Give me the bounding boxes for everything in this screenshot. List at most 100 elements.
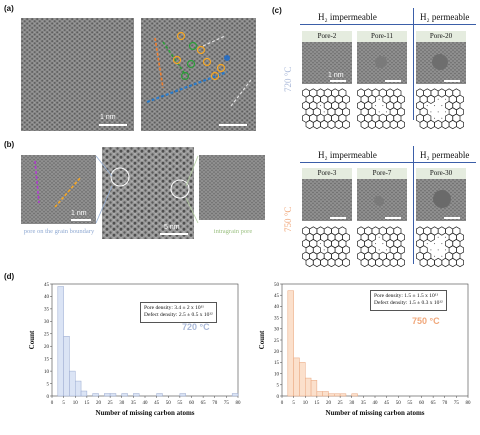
scale-text-b-left: 1 nm [71,210,87,217]
header-impermeable-720: H₂ impermeable [318,12,377,22]
x-tick-label: 5 [292,401,295,406]
tem-image-b-left: 1 nm [21,155,96,224]
y-tick-label: 35 [44,308,50,313]
scale-bar-c [385,80,401,82]
hist-temperature-720: 720 °C [182,322,210,332]
histogram-750: 0 5 10 15 20 25 30 35 40 45 50 55 60 65 70 75 80 0 5 10 15 20… [258,283,472,417]
panel-label-b: (b) [4,140,15,149]
histogram-bar [351,393,358,397]
histogram-bar [339,393,347,397]
pore-schematic [302,88,351,130]
histogram-bar [316,391,323,397]
x-tick-label: 80 [466,401,472,406]
y-tick-label: 50 [274,283,280,288]
temperature-label-750: 750 °C [283,206,293,232]
header-impermeable-750: H₂ impermeable [318,150,377,160]
scale-bar-c [330,217,346,219]
tem-image-a-left: 1 nm [21,18,134,131]
separator-720 [413,8,414,120]
plot-frame [51,283,239,397]
y-tick-label: 25 [44,333,50,338]
legend-line: Defect density: 2.5 ± 0.5 x 10¹² [144,312,213,319]
y-tick-label: 45 [44,283,50,288]
histogram-bar [299,362,306,397]
scale-bar-a-right [219,124,247,126]
x-tick-label: 70 [212,401,218,406]
tem-image-b-right [199,155,265,220]
y-tick-label: 45 [274,294,280,299]
panel-label-d: (d) [4,272,15,281]
pore-image [302,179,352,221]
histogram-bar [69,370,76,397]
scale-bar-b-left [71,219,91,221]
panel-label-a: (a) [4,4,14,13]
pore-schematic [357,88,406,130]
x-axis-label: Number of missing carbon atoms [325,409,424,417]
x-tick-label: 20 [326,401,332,406]
x-tick-label: 15 [84,401,90,406]
y-tick-label: 40 [44,295,50,300]
histogram-bar [293,357,300,397]
histogram-bar [179,393,186,397]
pore-schematic [357,226,406,268]
tem-image-a-right [141,18,256,131]
pore-label: Pore-20 [416,31,466,42]
y-tick-label: 20 [274,350,280,355]
header-rule-720 [300,24,476,25]
x-axis-label: Number of missing carbon atoms [95,409,194,417]
header-permeable-720: H₂ permeable [420,12,470,22]
pore-schematic [416,88,465,130]
legend-750: Pore density: 1.5 ± 1.5 x 10¹¹ Defect de… [370,290,447,311]
y-tick-label: 0 [277,395,280,400]
y-tick-label: 20 [44,345,50,350]
x-tick-label: 55 [407,401,413,406]
pore-schematic [416,226,465,268]
pore-image [357,179,407,221]
scale-text-a-left: 1 nm [100,114,116,121]
y-tick-label: 15 [274,361,280,366]
y-tick-label: 0 [47,395,50,400]
x-tick-label: 75 [454,401,460,406]
x-tick-label: 40 [143,401,149,406]
y-tick-label: 40 [274,305,280,310]
pore-label: Pore-11 [357,31,407,42]
histogram-bar [322,391,329,397]
histogram-bar [75,380,82,397]
x-tick-label: 20 [96,401,102,406]
y-tick-label: 30 [44,320,50,325]
callout-lines-b [95,155,199,224]
legend-720: Pore density: 3.4 ± 2 x 10¹¹ Defect dens… [140,302,217,323]
histogram-720: 0 5 10 15 20 25 30 35 40 45 50 55 60 65 70 75 80 0 5 10 15 20… [28,283,241,417]
x-tick-label: 55 [177,401,183,406]
header-rule-750 [300,162,476,163]
scale-text-b-center: 5 nm [164,224,180,231]
scale-bar-c [444,217,460,219]
scale-bar-c [385,217,401,219]
x-tick-label: 30 [349,401,355,406]
separator-750 [413,146,414,264]
histogram-bar [334,393,341,397]
histogram-bar [57,286,64,397]
x-tick-label: 30 [119,401,125,406]
x-tick-label: 50 [396,401,402,406]
pore-label: Pore-7 [357,168,407,179]
histogram-bar [287,290,294,397]
defect-markers-a [172,31,230,81]
x-tick-label: 60 [189,401,195,406]
y-tick-label: 10 [274,372,280,377]
pore-label: Pore-2 [302,31,352,42]
pore-image: 1 nm [302,42,352,84]
histogram-bar [310,380,318,397]
x-tick-label: 25 [338,401,344,406]
y-axis-label: Count [258,330,266,349]
x-tick-label: 45 [154,401,160,406]
temperature-label-720: 720 °C [283,66,293,92]
y-axis-label: Count [28,330,36,349]
panel-label-c: (c) [272,6,282,15]
scale-text-c: 1 nm [328,72,344,79]
pore-schematic [302,226,351,268]
caption-intragrain: intragrain pore [213,228,253,235]
histogram-bar [156,393,163,397]
pore-label: Pore-3 [302,168,352,179]
y-tick-label: 15 [44,357,50,362]
